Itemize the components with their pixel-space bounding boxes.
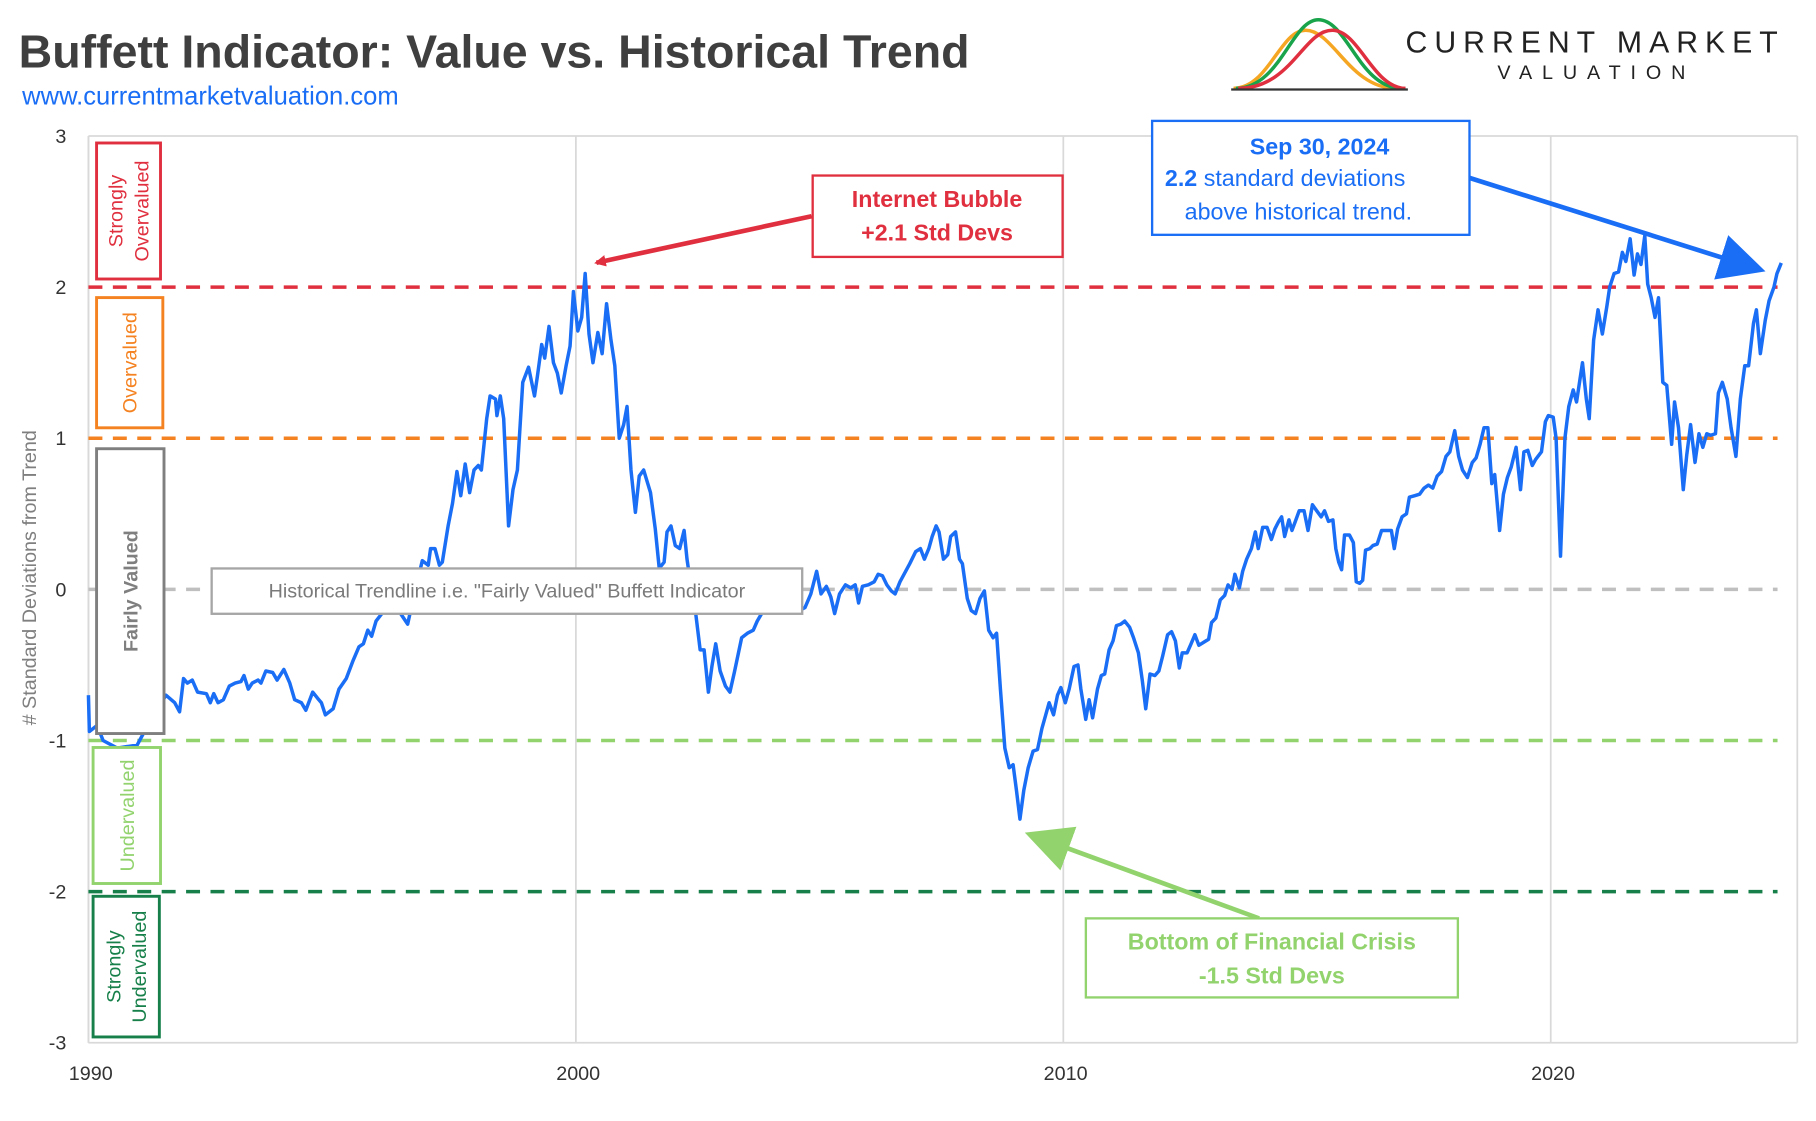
financial-crisis-annotation: Bottom of Financial Crisis -1.5 Std Devs <box>1024 826 1460 999</box>
zone-strongly-overvalued: Strongly Overvalued <box>95 141 162 281</box>
zone-label: Strongly <box>106 175 128 248</box>
y-tick-label: -2 <box>49 882 67 904</box>
logo: CURRENT MARKET VALUATION <box>1231 18 1785 91</box>
y-tick-label: 0 <box>55 579 66 601</box>
crisis-arrow <box>1024 826 1260 921</box>
zone-label: Overvalued <box>120 312 142 413</box>
crisis-line1: Bottom of Financial Crisis <box>1128 929 1416 955</box>
x-tick-label: 2010 <box>1044 1063 1088 1085</box>
zone-undervalued: Undervalued <box>91 746 162 885</box>
bubble-arrow <box>594 213 813 267</box>
latest-value-annotation: Sep 30, 2024 2.2 standard deviations abo… <box>1150 119 1766 280</box>
zone-label: Undervalued <box>129 911 151 1023</box>
series-line <box>86 234 1783 821</box>
zone-box <box>91 746 162 885</box>
y-tick-label: 3 <box>55 126 66 148</box>
trendline-annotation: Historical Trendline i.e. "Fairly Valued… <box>210 567 804 615</box>
logo-line2: VALUATION <box>1497 62 1695 84</box>
latest-value: 2.2 <box>1165 165 1197 191</box>
y-axis-label: # Standard Deviations from Trend <box>19 430 41 725</box>
y-tick-label: -1 <box>49 730 67 752</box>
trendline-label: Historical Trendline i.e. "Fairly Valued… <box>269 581 746 603</box>
y-tick-label: 2 <box>55 277 66 299</box>
internet-bubble-annotation: Internet Bubble +2.1 Std Devs <box>594 174 1064 267</box>
zone-label: Overvalued <box>131 160 153 261</box>
y-tick-label: 1 <box>55 428 66 450</box>
zone-fairly-valued: Fairly Valued <box>95 447 166 735</box>
x-tick-label: 2020 <box>1531 1063 1575 1085</box>
zone-overvalued: Overvalued <box>95 296 165 430</box>
zone-label: Undervalued <box>117 759 139 871</box>
zone-label: Fairly Valued <box>120 530 142 652</box>
latest-text1: standard deviations <box>1197 165 1405 191</box>
x-tick-label: 2000 <box>556 1063 600 1085</box>
latest-arrow <box>1468 175 1766 280</box>
bubble-line2: +2.1 Std Devs <box>861 220 1013 246</box>
latest-line1: 2.2 standard deviations <box>1165 165 1405 191</box>
latest-date: Sep 30, 2024 <box>1250 134 1390 160</box>
zone-label: Strongly <box>103 930 125 1003</box>
x-tick-label: 1990 <box>69 1063 113 1085</box>
y-tick-label: -3 <box>49 1033 67 1055</box>
zone-box <box>95 447 166 735</box>
page-title: Buffett Indicator: Value vs. Historical … <box>19 25 970 77</box>
zone-strongly-undervalued: Strongly Undervalued <box>91 894 161 1039</box>
bubble-line1: Internet Bubble <box>852 186 1023 212</box>
zone-box <box>95 296 165 430</box>
crisis-line2: -1.5 Std Devs <box>1199 962 1345 988</box>
latest-line2: above historical trend. <box>1185 199 1412 225</box>
logo-line1: CURRENT MARKET <box>1406 26 1785 59</box>
zone-box <box>91 894 161 1039</box>
zone-box <box>95 141 162 281</box>
site-url[interactable]: www.currentmarketvaluation.com <box>21 83 398 111</box>
bell-curves-icon <box>1231 18 1408 91</box>
